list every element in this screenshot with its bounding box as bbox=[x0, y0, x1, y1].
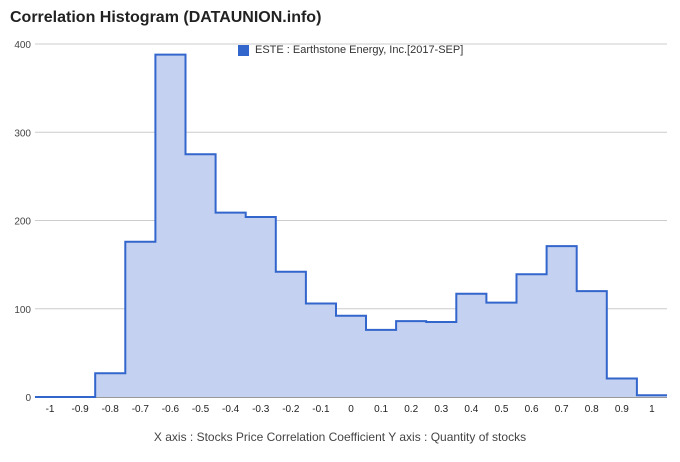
x-tick-label: -0.8 bbox=[102, 404, 120, 415]
histogram-bin bbox=[246, 217, 276, 397]
y-tick-label: 0 bbox=[25, 393, 31, 404]
x-tick-label: -0.9 bbox=[72, 404, 90, 415]
x-tick-label: -0.7 bbox=[132, 404, 150, 415]
x-tick-label: -0.4 bbox=[222, 404, 240, 415]
x-tick-label: 0.4 bbox=[464, 404, 478, 415]
histogram-bin bbox=[336, 316, 366, 397]
histogram-bin bbox=[637, 395, 667, 397]
x-tick-label: 0.3 bbox=[434, 404, 448, 415]
x-tick-label: 0.9 bbox=[615, 404, 629, 415]
histogram-bin bbox=[306, 303, 336, 397]
x-tick-label: 1 bbox=[649, 404, 655, 415]
y-tick-label: 300 bbox=[14, 128, 31, 139]
histogram-bin bbox=[396, 321, 426, 397]
histogram-bin bbox=[426, 322, 456, 397]
histogram-area bbox=[35, 54, 667, 397]
histogram-bin bbox=[547, 246, 577, 397]
histogram-bin bbox=[216, 213, 246, 397]
histogram-bin bbox=[517, 274, 547, 397]
histogram-bin bbox=[185, 154, 215, 397]
histogram-bin bbox=[456, 294, 486, 397]
x-tick-label: 0.1 bbox=[374, 404, 388, 415]
histogram-bin bbox=[366, 330, 396, 397]
x-tick-label: -0.1 bbox=[312, 404, 330, 415]
x-tick-label: -0.6 bbox=[162, 404, 180, 415]
legend: ESTE : Earthstone Energy, Inc.[2017-SEP] bbox=[238, 44, 463, 56]
histogram-bin bbox=[95, 373, 125, 397]
histogram-bin bbox=[486, 303, 516, 397]
legend-swatch bbox=[238, 44, 249, 56]
histogram-bin bbox=[125, 242, 155, 397]
y-tick-label: 400 bbox=[14, 40, 31, 51]
histogram-bin bbox=[276, 272, 306, 397]
histogram-bin bbox=[607, 378, 637, 397]
x-tick-label: -0.2 bbox=[282, 404, 300, 415]
y-tick-label: 100 bbox=[14, 305, 31, 316]
x-tick-label: 0.8 bbox=[585, 404, 599, 415]
x-tick-label: 0.7 bbox=[555, 404, 569, 415]
histogram-line bbox=[35, 53, 667, 398]
x-tick-label: -0.3 bbox=[252, 404, 270, 415]
chart-title: Correlation Histogram (DATAUNION.info) bbox=[10, 9, 322, 26]
x-tick-label: 0 bbox=[348, 404, 354, 415]
histogram-bin bbox=[577, 291, 607, 397]
x-tick-label: -1 bbox=[46, 404, 55, 415]
x-tick-label: 0.6 bbox=[525, 404, 539, 415]
histogram-bin bbox=[155, 55, 185, 397]
axis-caption: X axis : Stocks Price Correlation Coeffi… bbox=[153, 430, 527, 444]
x-tick-label: -0.5 bbox=[192, 404, 210, 415]
legend-label: ESTE : Earthstone Energy, Inc.[2017-SEP] bbox=[255, 44, 464, 56]
y-tick-label: 200 bbox=[14, 217, 31, 228]
x-tick-label: 0.5 bbox=[495, 404, 509, 415]
x-tick-label: 0.2 bbox=[404, 404, 418, 415]
